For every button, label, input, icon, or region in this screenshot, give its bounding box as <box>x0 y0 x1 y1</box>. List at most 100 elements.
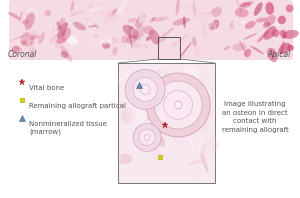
Ellipse shape <box>222 41 229 47</box>
Ellipse shape <box>139 14 145 23</box>
Ellipse shape <box>157 121 166 136</box>
Ellipse shape <box>109 16 120 24</box>
Ellipse shape <box>19 11 22 22</box>
Ellipse shape <box>195 116 211 126</box>
Ellipse shape <box>114 52 122 57</box>
Ellipse shape <box>117 77 135 83</box>
Ellipse shape <box>173 34 189 46</box>
Ellipse shape <box>176 162 188 167</box>
Ellipse shape <box>160 103 171 116</box>
Ellipse shape <box>231 20 233 25</box>
Ellipse shape <box>196 104 200 109</box>
Ellipse shape <box>61 28 71 41</box>
Text: Coronal: Coronal <box>8 50 38 59</box>
Ellipse shape <box>25 12 35 30</box>
Circle shape <box>174 101 182 109</box>
Ellipse shape <box>236 0 242 15</box>
Ellipse shape <box>87 3 94 9</box>
Ellipse shape <box>57 23 63 31</box>
Ellipse shape <box>163 82 170 96</box>
Ellipse shape <box>129 93 148 109</box>
Ellipse shape <box>166 162 176 172</box>
Ellipse shape <box>122 25 139 38</box>
Ellipse shape <box>128 18 137 23</box>
Ellipse shape <box>202 112 207 133</box>
Ellipse shape <box>121 35 129 44</box>
Ellipse shape <box>142 41 148 50</box>
Ellipse shape <box>246 6 250 11</box>
Ellipse shape <box>171 42 178 49</box>
Ellipse shape <box>131 18 145 32</box>
Ellipse shape <box>94 34 98 38</box>
Ellipse shape <box>236 34 245 41</box>
Ellipse shape <box>49 33 59 44</box>
Ellipse shape <box>152 17 168 22</box>
Ellipse shape <box>24 6 30 25</box>
Text: Vital bone: Vital bone <box>29 85 64 91</box>
Ellipse shape <box>57 37 66 44</box>
Ellipse shape <box>73 22 86 30</box>
Ellipse shape <box>266 2 274 15</box>
Ellipse shape <box>60 29 66 34</box>
Ellipse shape <box>103 9 117 24</box>
Ellipse shape <box>21 41 28 46</box>
Ellipse shape <box>149 145 160 159</box>
Ellipse shape <box>55 39 62 45</box>
Ellipse shape <box>25 33 36 49</box>
Ellipse shape <box>201 109 213 123</box>
Ellipse shape <box>183 16 186 28</box>
Ellipse shape <box>286 5 294 12</box>
FancyBboxPatch shape <box>9 0 293 60</box>
Ellipse shape <box>199 93 208 110</box>
Ellipse shape <box>149 29 160 45</box>
Ellipse shape <box>124 2 130 13</box>
Ellipse shape <box>176 109 183 114</box>
Circle shape <box>146 73 210 137</box>
Ellipse shape <box>257 30 269 43</box>
Ellipse shape <box>30 33 34 45</box>
Circle shape <box>144 134 150 140</box>
Ellipse shape <box>187 38 194 46</box>
Ellipse shape <box>154 25 161 27</box>
Ellipse shape <box>52 28 55 32</box>
Ellipse shape <box>75 15 80 22</box>
Ellipse shape <box>144 115 151 122</box>
Ellipse shape <box>112 37 122 43</box>
Ellipse shape <box>86 38 104 47</box>
Ellipse shape <box>150 17 156 22</box>
Ellipse shape <box>211 19 219 30</box>
Ellipse shape <box>169 128 178 137</box>
Ellipse shape <box>8 12 21 20</box>
Ellipse shape <box>235 8 249 17</box>
Ellipse shape <box>185 114 200 128</box>
Bar <box>158 37 180 59</box>
Ellipse shape <box>279 43 291 54</box>
Ellipse shape <box>183 32 200 44</box>
Ellipse shape <box>281 30 287 38</box>
Ellipse shape <box>200 105 206 121</box>
Ellipse shape <box>166 111 172 115</box>
Ellipse shape <box>167 71 186 91</box>
Ellipse shape <box>239 40 247 56</box>
Ellipse shape <box>135 14 146 28</box>
Ellipse shape <box>112 47 118 56</box>
Ellipse shape <box>210 27 215 30</box>
Ellipse shape <box>278 16 286 24</box>
Ellipse shape <box>84 18 91 20</box>
Ellipse shape <box>167 125 183 133</box>
Ellipse shape <box>57 22 68 39</box>
Ellipse shape <box>102 41 110 49</box>
Ellipse shape <box>70 12 76 17</box>
Ellipse shape <box>101 13 120 17</box>
Ellipse shape <box>193 49 201 56</box>
Circle shape <box>125 69 165 109</box>
Text: Nonmineralized tissue
(marrow): Nonmineralized tissue (marrow) <box>29 121 107 135</box>
Ellipse shape <box>158 136 165 147</box>
Ellipse shape <box>280 33 284 38</box>
Ellipse shape <box>121 87 141 99</box>
Circle shape <box>133 123 161 151</box>
Ellipse shape <box>224 46 230 50</box>
Circle shape <box>139 129 155 145</box>
Ellipse shape <box>184 4 190 9</box>
Ellipse shape <box>160 37 166 42</box>
